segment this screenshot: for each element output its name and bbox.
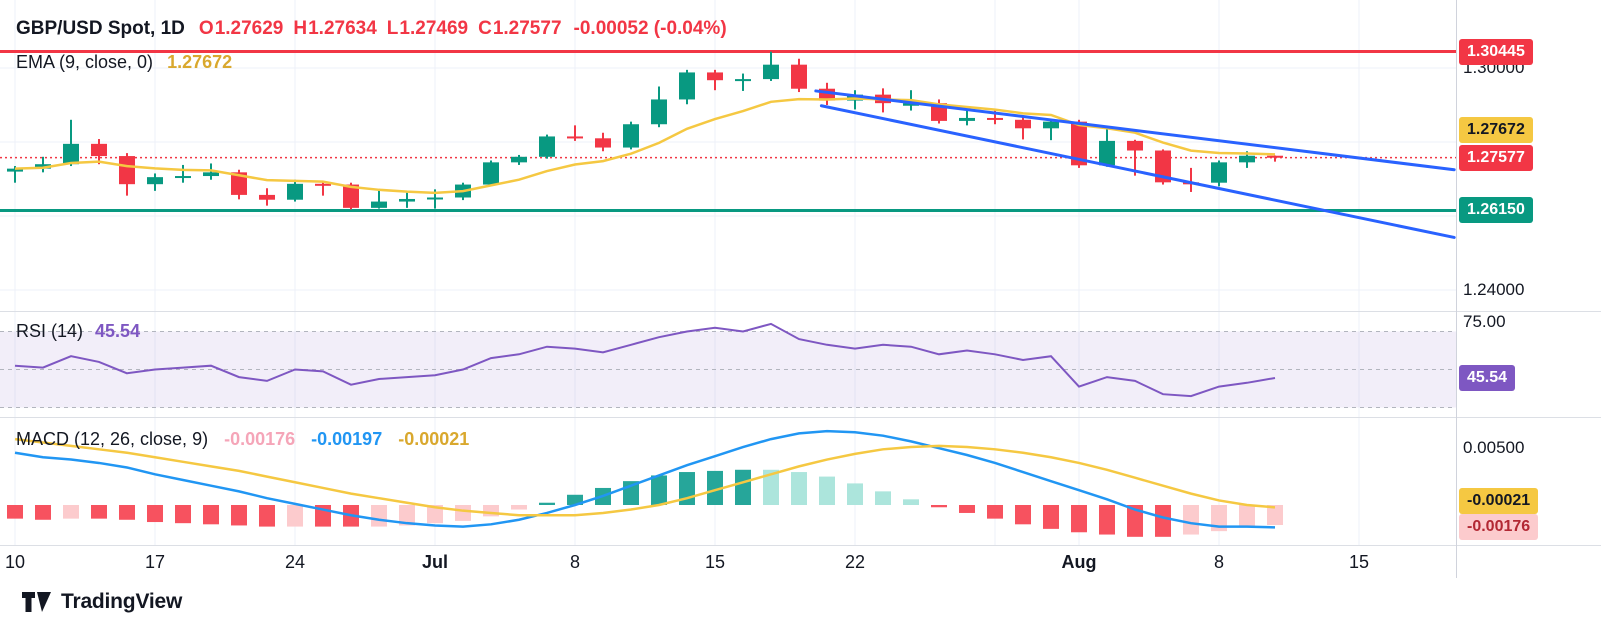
time-label-10[interactable]: 10 xyxy=(4,552,26,572)
trendline-1 xyxy=(814,89,1456,172)
ohlc-value: 1.27577 xyxy=(492,18,562,39)
trendline-2 xyxy=(819,104,1456,239)
axis-tick: 0.00500 xyxy=(1463,438,1525,458)
time-axis[interactable]: 10 17 24 Jul 8 15 22 Aug 8 15 xyxy=(0,545,1456,578)
ohlc-key: C xyxy=(478,18,492,39)
resistance-badge: 1.30445 xyxy=(1459,38,1533,65)
time-label-24[interactable]: 24 xyxy=(284,552,306,572)
macd-legend[interactable]: MACD (12, 26, close, 9) -0.00176 -0.00197-… xyxy=(16,429,469,450)
last-price-badge: 1.27577 xyxy=(1459,144,1533,171)
tradingview-logo[interactable]: TradingView xyxy=(22,589,182,615)
macd-signal-value: -0.00021 xyxy=(398,429,470,449)
ema-line xyxy=(14,97,1276,195)
time-label-Aug[interactable]: Aug xyxy=(1061,552,1097,572)
ohlc-value: 1.27469 xyxy=(399,18,469,39)
symbol-title[interactable]: GBP/USD Spot, 1D xyxy=(16,18,185,39)
rsi-line xyxy=(14,322,1276,398)
rsi-label: RSI (14) xyxy=(16,321,84,341)
macd-signal-line xyxy=(14,437,1276,517)
change-value: -0.00052 (-0.04%) xyxy=(573,18,727,39)
symbol-legend[interactable]: GBP/USD Spot, 1D O1.27629 H1.27634 L1.27469… xyxy=(16,18,727,40)
time-label-22[interactable]: 22 xyxy=(844,552,866,572)
rsi-legend[interactable]: RSI (14) 45.54 xyxy=(16,321,140,342)
right-price-scale[interactable]: 1.30000 1.24000 1.30445 1.27672 1.27577 1.261… xyxy=(0,0,1601,578)
time-label-Jul[interactable]: Jul xyxy=(421,552,449,572)
ohlc-value: 1.27634 xyxy=(308,18,377,39)
macd-line xyxy=(14,429,1276,529)
time-label-8[interactable]: 8 xyxy=(569,552,581,572)
time-label-15[interactable]: 15 xyxy=(1348,552,1370,572)
time-label-17[interactable]: 17 xyxy=(144,552,166,572)
ohlc-value: 1.27629 xyxy=(214,18,284,39)
rsi-value: 45.54 xyxy=(95,321,141,341)
ohlc-values: O1.27629 H1.27634 L1.27469 C1.27577 xyxy=(189,18,562,39)
chart-canvas[interactable] xyxy=(0,0,1601,578)
ema-badge: 1.27672 xyxy=(1459,117,1533,144)
time-label-8[interactable]: 8 xyxy=(1213,552,1225,572)
ohlc-key: L xyxy=(386,18,399,39)
macd-label: MACD (12, 26, close, 9) xyxy=(16,429,209,449)
macd-line-value: -0.00197 xyxy=(311,429,383,449)
axis-tick: 1.24000 xyxy=(1463,280,1525,299)
rsi-badge: 45.54 xyxy=(1459,364,1516,391)
ema-value: 1.27672 xyxy=(167,52,233,72)
ema-label: EMA (9, close, 0) xyxy=(16,52,154,72)
macd-hist-value: -0.00176 xyxy=(224,429,296,449)
ohlc-key: O xyxy=(198,18,214,39)
ohlc-key: H xyxy=(293,18,308,39)
signal-badge: -0.00021 xyxy=(1459,488,1539,515)
histogram-badge: -0.00176 xyxy=(1459,514,1539,540)
time-label-15[interactable]: 15 xyxy=(704,552,726,572)
tradingview-logo-icon xyxy=(22,592,51,612)
tradingview-logo-text: TradingView xyxy=(61,590,183,613)
ema-legend[interactable]: EMA (9, close, 0) 1.27672 xyxy=(16,52,232,73)
support-badge: 1.26150 xyxy=(1459,197,1533,224)
axis-tick: 75.00 xyxy=(1463,312,1506,331)
